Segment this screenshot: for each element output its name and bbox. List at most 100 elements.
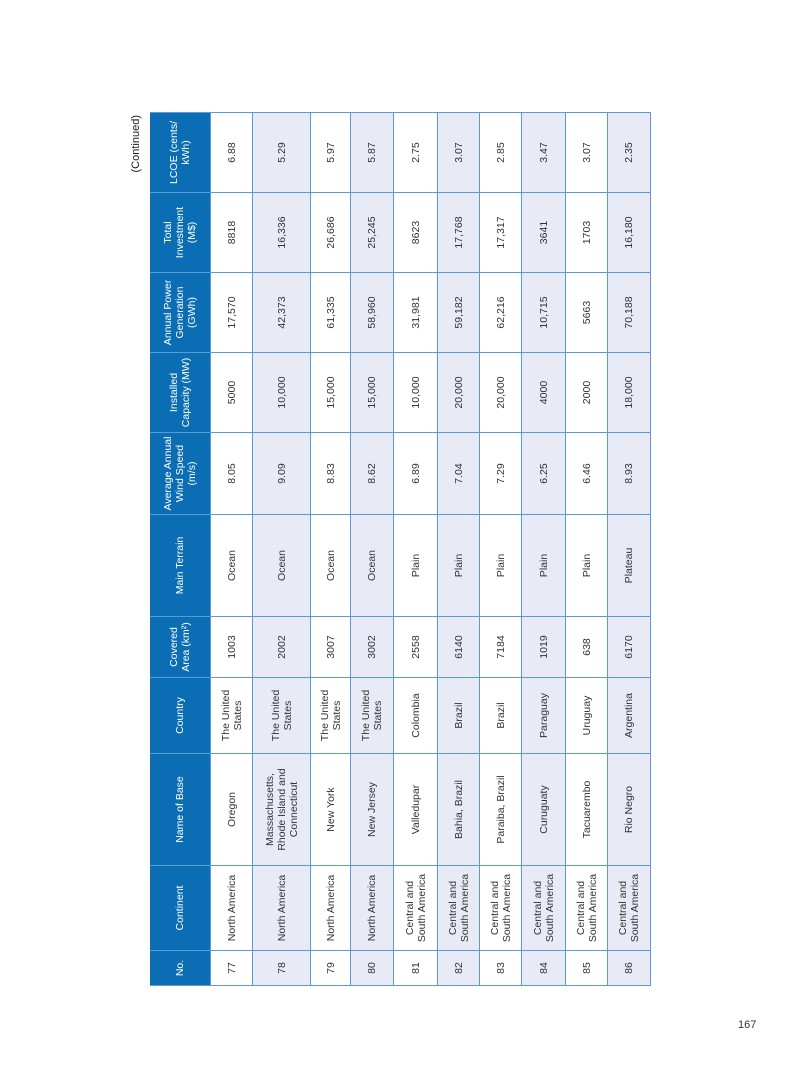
- continued-label: (Continued): [130, 115, 142, 173]
- column-header: Continent: [150, 865, 211, 951]
- table-cell: 6170: [607, 616, 651, 678]
- table-cell: Bahia, Brazil: [437, 753, 480, 866]
- table-cell: 2.75: [393, 112, 438, 193]
- table-cell: 3.47: [521, 112, 566, 193]
- table-cell: Ocean: [252, 514, 311, 617]
- table-cell: 18,000: [607, 352, 651, 433]
- table-cell: 8.62: [350, 432, 394, 515]
- table-cell: 5663: [565, 272, 608, 353]
- table-cell: 82: [437, 950, 480, 986]
- table-cell: 78: [252, 950, 311, 986]
- column-header: Covered Area (km²): [150, 616, 211, 678]
- table-row: 77 North America Oregon The United States 10…: [210, 112, 253, 986]
- table-cell: Massachusetts, Rhode Island and Connecti…: [252, 753, 311, 866]
- table-cell: Rio Negro: [607, 753, 651, 866]
- table-cell: 20,000: [437, 352, 480, 433]
- table-cell: 20,000: [479, 352, 522, 433]
- table-cell: Plain: [565, 514, 608, 617]
- table-row: 79 North America New York The United States…: [310, 112, 351, 986]
- table-row: 86 Central and South America Rio Negro Arge…: [607, 112, 651, 986]
- table-cell: 4000: [521, 352, 566, 433]
- table-cell: Central and South America: [521, 865, 566, 951]
- table-cell: 59,182: [437, 272, 480, 353]
- table-cell: 3007: [310, 616, 351, 678]
- table-cell: Valledupar: [393, 753, 438, 866]
- table-cell: 77: [210, 950, 253, 986]
- table-row: 82 Central and South America Bahia, Brazil…: [437, 112, 480, 986]
- table-cell: 9.09: [252, 432, 311, 515]
- table-cell: 25,245: [350, 192, 394, 273]
- table-cell: New Jersey: [350, 753, 394, 866]
- table-cell: New York: [310, 753, 351, 866]
- column-header: Installed Capacity (MW): [150, 352, 211, 433]
- table-cell: 16,180: [607, 192, 651, 273]
- table-cell: Tacuarembo: [565, 753, 608, 866]
- table-cell: 83: [479, 950, 522, 986]
- table-cell: North America: [210, 865, 253, 951]
- table-cell: 10,715: [521, 272, 566, 353]
- table-cell: 6.46: [565, 432, 608, 515]
- table-cell: Oregon: [210, 753, 253, 866]
- table-cell: Plateau: [607, 514, 651, 617]
- table-row: 80 North America New Jersey The United Stat…: [350, 112, 394, 986]
- table-cell: 8.83: [310, 432, 351, 515]
- table-cell: 5.29: [252, 112, 311, 193]
- table-cell: 79: [310, 950, 351, 986]
- column-header: Main Terrain: [150, 514, 211, 617]
- table-cell: North America: [310, 865, 351, 951]
- table-cell: Ocean: [210, 514, 253, 617]
- table-cell: Paraiba, Brazil: [479, 753, 522, 866]
- table-cell: 17,317: [479, 192, 522, 273]
- table-cell: The United States: [210, 677, 253, 754]
- table-cell: 2558: [393, 616, 438, 678]
- table-cell: 10,000: [252, 352, 311, 433]
- table-cell: 8.93: [607, 432, 651, 515]
- table-cell: 1019: [521, 616, 566, 678]
- table-cell: 26,686: [310, 192, 351, 273]
- table-cell: 3.07: [565, 112, 608, 193]
- table-cell: 31,981: [393, 272, 438, 353]
- table-cell: 70,188: [607, 272, 651, 353]
- table-cell: 42,373: [252, 272, 311, 353]
- table-cell: 5.97: [310, 112, 351, 193]
- table-cell: 638: [565, 616, 608, 678]
- column-header: LCOE (cents/ kWh): [150, 112, 211, 193]
- table-cell: 6.88: [210, 112, 253, 193]
- table-cell: Brazil: [437, 677, 480, 754]
- table-cell: Plain: [479, 514, 522, 617]
- table-cell: The United States: [350, 677, 394, 754]
- table-cell: Paraguay: [521, 677, 566, 754]
- table-cell: 8623: [393, 192, 438, 273]
- table-cell: 86: [607, 950, 651, 986]
- table-row: 83 Central and South America Paraiba, Braz…: [479, 112, 522, 986]
- table-cell: Central and South America: [565, 865, 608, 951]
- table-row: 81 Central and South America Valledupar Col…: [393, 112, 438, 986]
- table-cell: 17,768: [437, 192, 480, 273]
- table-cell: 80: [350, 950, 394, 986]
- table-cell: 1003: [210, 616, 253, 678]
- table-cell: 62,216: [479, 272, 522, 353]
- table-cell: 6.89: [393, 432, 438, 515]
- table-cell: 3.07: [437, 112, 480, 193]
- table-row: 78 North America Massachusetts, Rhode Isla…: [252, 112, 311, 986]
- column-header: Country: [150, 677, 211, 754]
- table-cell: 16,336: [252, 192, 311, 273]
- column-header: No.: [150, 950, 211, 986]
- column-header: Average Annual Wind Speed (m/s): [150, 432, 211, 515]
- column-header: Annual Power Generation (GWh): [150, 272, 211, 353]
- table-cell: Plain: [437, 514, 480, 617]
- table-cell: 8.05: [210, 432, 253, 515]
- table-cell: 2.85: [479, 112, 522, 193]
- table-cell: 7.04: [437, 432, 480, 515]
- table-cell: 58,960: [350, 272, 394, 353]
- table-cell: 15,000: [310, 352, 351, 433]
- table-cell: 85: [565, 950, 608, 986]
- table-cell: 10,000: [393, 352, 438, 433]
- table-cell: 2.35: [607, 112, 651, 193]
- table-cell: 3641: [521, 192, 566, 273]
- wind-base-table: No. Continent Name of Base Country Covered A…: [150, 112, 651, 986]
- table-cell: Central and South America: [479, 865, 522, 951]
- table-cell: 3002: [350, 616, 394, 678]
- table-cell: 5000: [210, 352, 253, 433]
- table-cell: Brazil: [479, 677, 522, 754]
